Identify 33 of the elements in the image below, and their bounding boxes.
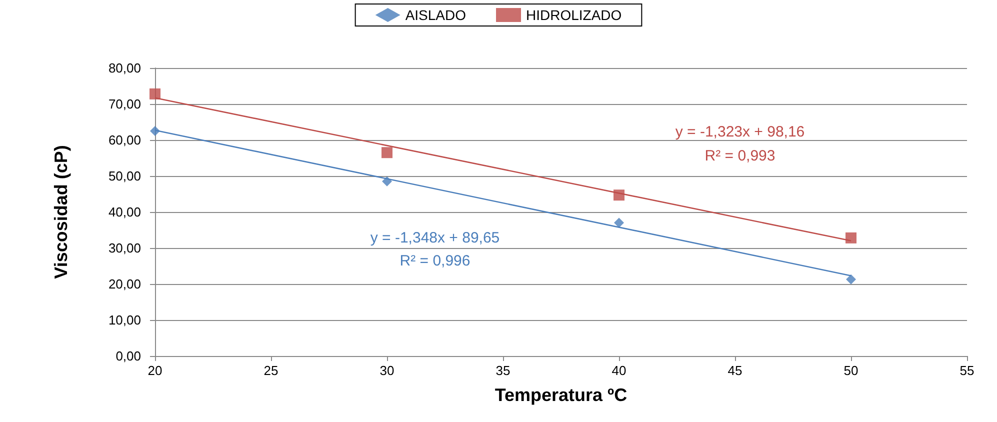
point xyxy=(614,190,624,201)
y-tick-label: 10,00 xyxy=(108,312,141,328)
point xyxy=(382,147,392,158)
y-tick-label: 0,00 xyxy=(116,348,141,364)
y-tick-label: 80,00 xyxy=(108,60,141,76)
point xyxy=(382,176,392,186)
y-tick-label: 50,00 xyxy=(108,168,141,184)
y-axis-title: Viscosidad (cP) xyxy=(51,145,71,279)
legend-label: AISLADO xyxy=(405,7,466,23)
x-tick-label: 40 xyxy=(612,363,626,378)
y-tick-label: 40,00 xyxy=(108,204,141,220)
point xyxy=(150,126,160,136)
annotation: y = -1,348x + 89,65 xyxy=(370,230,500,246)
y-tick-label: 70,00 xyxy=(108,96,141,112)
x-tick-label: 55 xyxy=(960,363,974,378)
point xyxy=(846,274,856,284)
x-tick-label: 25 xyxy=(264,363,278,378)
x-axis-title: Temperatura ºC xyxy=(494,385,628,405)
point xyxy=(614,218,624,228)
point xyxy=(150,88,160,100)
annotation: y = -1,323x + 98,16 xyxy=(675,124,805,140)
x-tick-label: 45 xyxy=(728,363,742,378)
annotation: R² = 0,993 xyxy=(704,148,776,164)
y-tick-label: 60,00 xyxy=(108,132,141,148)
x-tick-label: 35 xyxy=(496,363,510,378)
point xyxy=(846,232,856,244)
y-tick-label: 20,00 xyxy=(108,276,141,292)
x-tick-label: 20 xyxy=(148,363,162,378)
x-tick-label: 50 xyxy=(844,363,858,378)
annotation: R² = 0,996 xyxy=(400,252,470,270)
y-tick-label: 30,00 xyxy=(108,240,141,256)
legend-label: HIDROLIZADO xyxy=(526,7,622,23)
x-tick-label: 30 xyxy=(380,363,394,378)
